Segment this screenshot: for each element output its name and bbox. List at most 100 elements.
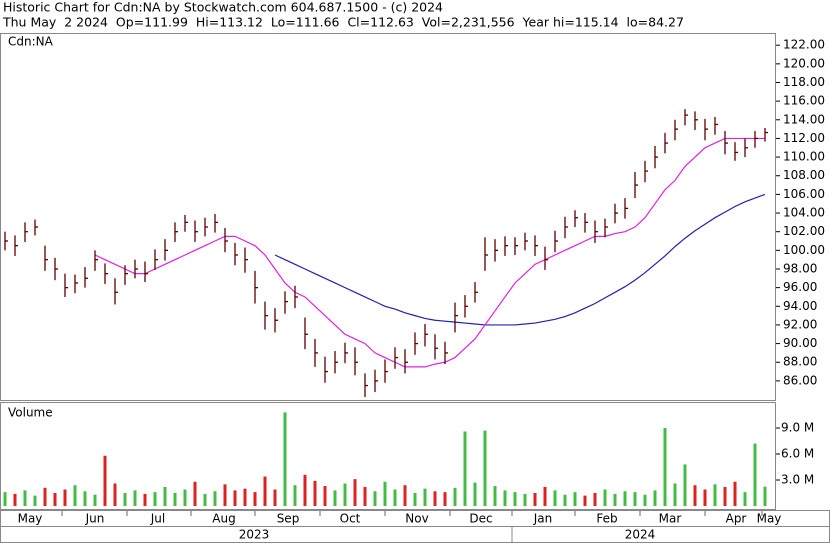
volume-bar: [153, 492, 157, 506]
volume-bar: [343, 483, 347, 506]
volume-panel: [0, 402, 776, 510]
volume-bar: [223, 484, 227, 506]
volume-bar: [143, 493, 147, 506]
month-label: Dec: [469, 512, 492, 526]
volume-bar: [643, 494, 647, 506]
month-label: Oct: [340, 512, 361, 526]
y-tick-label: 106.00: [783, 187, 825, 201]
y-tick-label: 120.00: [783, 56, 825, 70]
volume-bar: [573, 492, 577, 506]
volume-bar: [683, 464, 687, 506]
volume-bar: [413, 493, 417, 506]
volume-bar: [43, 487, 47, 506]
volume-bar: [453, 487, 457, 506]
volume-bar: [253, 492, 257, 506]
y-tick-label: 86.00: [783, 373, 817, 387]
volume-bar: [553, 490, 557, 506]
volume-bar: [23, 490, 27, 506]
volume-bar: [103, 455, 107, 506]
volume-bar: [163, 486, 167, 506]
y-tick-label: 90.00: [783, 336, 817, 350]
y-tick-label: 88.00: [783, 355, 817, 369]
volume-bar: [283, 412, 287, 506]
chart-subtitle: Thu May 2 2024 Op=111.99 Hi=113.12 Lo=11…: [2, 15, 684, 30]
volume-bar: [113, 483, 117, 506]
volume-bar: [203, 493, 207, 506]
volume-bar: [53, 493, 57, 506]
volume-bar: [483, 430, 487, 506]
volume-bar: [133, 490, 137, 506]
volume-bar: [243, 488, 247, 506]
volume-bar: [723, 486, 727, 506]
volume-bar: [433, 491, 437, 506]
volume-bar: [653, 490, 657, 506]
volume-bar: [543, 486, 547, 506]
volume-bar: [83, 491, 87, 506]
volume-bar: [663, 428, 667, 506]
volume-label: Volume: [8, 406, 53, 420]
volume-bar: [523, 493, 527, 506]
price-panel: [0, 33, 776, 401]
month-label: Jul: [150, 512, 165, 526]
volume-bar: [123, 493, 127, 506]
volume-y-tick-label: 6.0 M: [781, 447, 814, 461]
volume-bar: [443, 492, 447, 506]
volume-bar: [743, 492, 747, 506]
symbol-label: Cdn:NA: [8, 35, 54, 49]
volume-bar: [213, 491, 217, 506]
volume-bar: [333, 490, 337, 506]
month-label: Aug: [212, 512, 235, 526]
volume-bar: [623, 491, 627, 506]
volume-bar: [463, 431, 467, 506]
volume-y-tick-label: 3.0 M: [781, 473, 814, 487]
volume-bar: [353, 479, 357, 506]
volume-y-tick-label: 9.0 M: [781, 421, 814, 435]
volume-bar: [233, 490, 237, 506]
month-label: Mar: [659, 512, 682, 526]
volume-bar: [3, 492, 7, 506]
volume-bar: [263, 476, 267, 506]
month-label: May: [18, 512, 43, 526]
moving-average-long: [274, 193, 766, 326]
volume-bar: [63, 489, 67, 506]
volume-bar: [693, 485, 697, 506]
y-tick-label: 104.00: [783, 206, 825, 220]
y-tick-label: 102.00: [783, 224, 825, 238]
volume-bar: [563, 494, 567, 506]
y-tick-label: 98.00: [783, 261, 817, 275]
volume-bar: [293, 485, 297, 506]
y-tick-label: 94.00: [783, 299, 817, 313]
volume-bar: [703, 489, 707, 506]
volume-bar: [673, 483, 677, 506]
volume-bar: [613, 493, 617, 506]
volume-bar: [593, 493, 597, 506]
volume-bar: [303, 474, 307, 506]
month-label: Nov: [405, 512, 428, 526]
moving-average-short: [94, 137, 765, 368]
volume-bar: [363, 486, 367, 506]
year-label: 2023: [239, 528, 270, 542]
volume-bar: [193, 481, 197, 506]
volume-bar: [273, 489, 277, 506]
volume-bar: [33, 495, 37, 506]
y-tick-label: 108.00: [783, 168, 825, 182]
y-tick-label: 122.00: [783, 38, 825, 52]
volume-bar: [583, 495, 587, 506]
volume-bar: [383, 481, 387, 506]
volume-bar: [493, 486, 497, 506]
month-label: Jun: [85, 512, 105, 526]
volume-bar: [763, 486, 767, 506]
volume-bar: [603, 489, 607, 506]
volume-bar: [533, 493, 537, 506]
volume-bar: [73, 485, 77, 506]
y-tick-label: 112.00: [783, 131, 825, 145]
volume-bar: [473, 482, 477, 506]
y-tick-label: 110.00: [783, 150, 825, 164]
y-tick-label: 100.00: [783, 243, 825, 257]
volume-bar: [13, 493, 17, 506]
volume-bar: [323, 486, 327, 506]
month-label: Feb: [596, 512, 617, 526]
year-label: 2024: [625, 528, 656, 542]
